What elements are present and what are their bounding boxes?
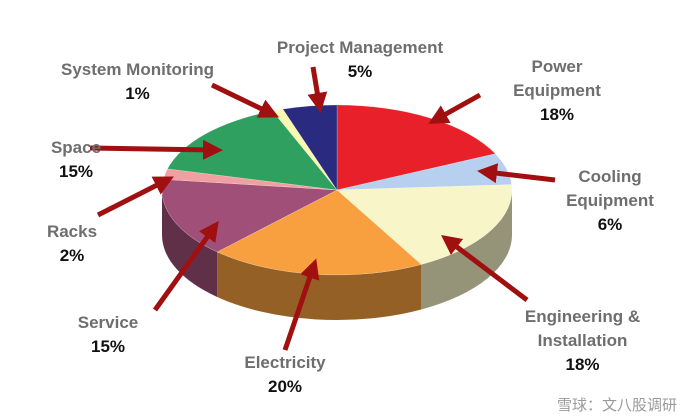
- pie-slice: [336, 184, 513, 265]
- slice-label: Project Management 5%: [255, 36, 465, 84]
- arrow: [307, 66, 328, 113]
- slice-label: Engineering & Installation 18%: [495, 305, 670, 377]
- value-label: 15%: [58, 162, 94, 181]
- arrow: [441, 234, 529, 302]
- pie-side: [217, 251, 422, 320]
- category-label: Electricity: [244, 353, 326, 372]
- category-label: System Monitoring: [60, 60, 214, 79]
- pie-side: [162, 190, 218, 297]
- arrow: [210, 82, 280, 118]
- arrow: [282, 258, 320, 351]
- category-label: Project Management: [276, 38, 444, 57]
- arrow: [152, 220, 219, 312]
- category-label: Space: [50, 138, 102, 157]
- value-label: 20%: [267, 377, 303, 396]
- watermark: 雪球：文八股调研: [556, 397, 677, 414]
- arrow: [428, 92, 482, 124]
- arrow: [96, 176, 174, 218]
- slice-label: System Monitoring 1%: [40, 58, 235, 106]
- category-label: Engineering & Installation: [524, 307, 641, 350]
- slice-label: Service 15%: [48, 311, 168, 359]
- value-label: 1%: [125, 84, 150, 103]
- category-label: Service: [77, 313, 139, 332]
- value-label: 6%: [597, 215, 623, 234]
- arrow: [477, 163, 556, 184]
- value-label: 2%: [59, 246, 85, 265]
- value-label: 15%: [90, 337, 126, 356]
- slice-label: Racks 2%: [22, 220, 122, 268]
- value-label: 18%: [539, 105, 575, 124]
- slice-label: Electricity 20%: [225, 351, 345, 399]
- slice-label: Space 15%: [26, 136, 126, 184]
- slice-label: Power Equipment 18%: [497, 55, 617, 127]
- category-label: Power Equipment: [513, 57, 601, 100]
- value-label: 18%: [565, 355, 600, 374]
- value-label: 5%: [347, 62, 373, 81]
- pie-side: [421, 190, 512, 310]
- category-label: Cooling Equipment: [566, 167, 654, 210]
- slice-label: Cooling Equipment 6%: [555, 165, 665, 237]
- arrow: [89, 139, 223, 160]
- pie-slice: [336, 153, 512, 191]
- category-label: Racks: [46, 222, 98, 241]
